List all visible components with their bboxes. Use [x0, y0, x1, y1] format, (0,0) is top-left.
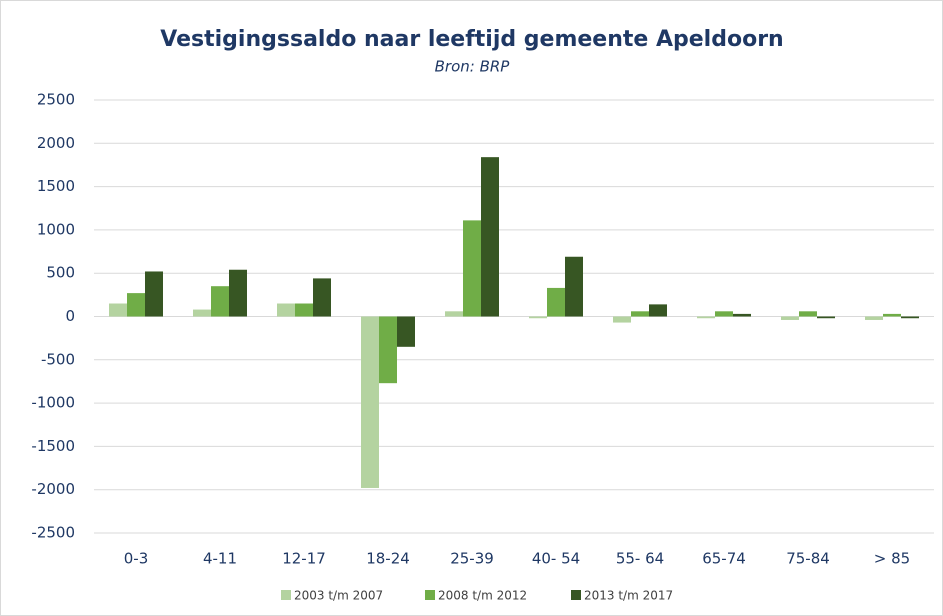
bar — [715, 311, 733, 317]
bar — [313, 278, 331, 317]
x-tick-label: 55- 64 — [616, 550, 664, 568]
x-tick-label: 75-84 — [786, 550, 830, 568]
y-tick-label: 500 — [46, 264, 75, 282]
bar — [361, 316, 379, 488]
legend-swatch — [571, 590, 581, 600]
legend-swatch — [425, 590, 435, 600]
y-tick-label: -1000 — [31, 394, 75, 412]
y-tick-label: -2000 — [31, 480, 75, 498]
chart-title: Vestigingssaldo naar leeftijd gemeente A… — [160, 27, 783, 52]
bar — [865, 316, 883, 320]
y-tick-label: -500 — [41, 350, 75, 368]
legend-label: 2013 t/m 2017 — [584, 589, 673, 603]
bar — [211, 286, 229, 317]
x-tick-label: 4-11 — [203, 550, 237, 568]
bar — [295, 303, 313, 317]
bar — [529, 316, 547, 319]
bar — [463, 220, 481, 317]
bar — [883, 313, 901, 317]
legend-label: 2003 t/m 2007 — [294, 589, 383, 603]
bar — [631, 311, 649, 317]
bar — [817, 316, 835, 319]
bar — [397, 316, 415, 347]
bar — [109, 303, 127, 317]
x-tick-label: 40- 54 — [532, 550, 580, 568]
bar — [733, 313, 751, 317]
bar — [565, 256, 583, 317]
bar — [547, 287, 565, 317]
bar — [481, 157, 499, 317]
y-tick-label: 2000 — [37, 134, 75, 152]
bar — [229, 269, 247, 317]
bar — [277, 303, 295, 317]
bar — [379, 316, 397, 384]
x-tick-label: 65-74 — [702, 550, 746, 568]
bar — [649, 304, 667, 317]
x-tick-label: 0-3 — [124, 550, 149, 568]
bar — [781, 316, 799, 320]
y-tick-label: -1500 — [31, 437, 75, 455]
y-tick-label: -2500 — [31, 524, 75, 542]
x-tick-label: 12-17 — [282, 550, 326, 568]
bar — [697, 316, 715, 319]
y-tick-label: 2500 — [37, 91, 75, 109]
bar — [901, 316, 919, 319]
x-tick-label: > 85 — [874, 550, 910, 568]
chart-subtitle: Bron: BRP — [435, 58, 511, 76]
x-tick-label: 18-24 — [366, 550, 410, 568]
y-tick-label: 0 — [65, 307, 75, 325]
y-tick-label: 1000 — [37, 220, 75, 238]
x-tick-label: 25-39 — [450, 550, 494, 568]
bar — [193, 309, 211, 317]
y-tick-label: 1500 — [37, 177, 75, 195]
bar — [127, 293, 145, 317]
legend-label: 2008 t/m 2012 — [438, 589, 527, 603]
legend-swatch — [281, 590, 291, 600]
bar — [445, 311, 463, 317]
bar — [613, 316, 631, 323]
bar — [799, 311, 817, 317]
bar — [145, 271, 163, 317]
